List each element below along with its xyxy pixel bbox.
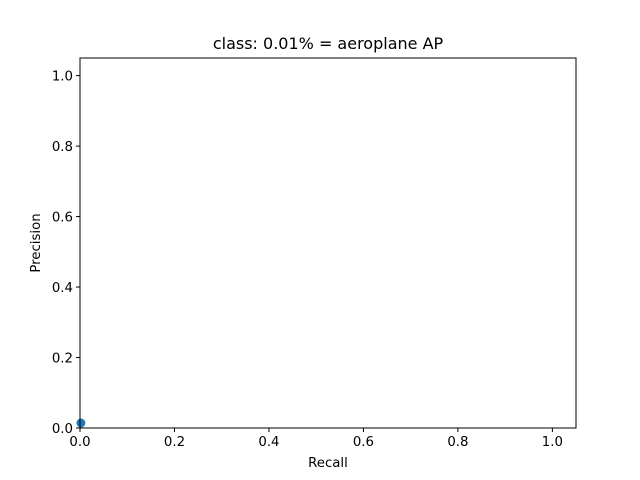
chart-title: class: 0.01% = aeroplane AP xyxy=(213,34,444,53)
x-axis-ticks: 0.0 0.2 0.4 0.6 0.8 1.0 xyxy=(69,428,563,450)
x-tick-label: 1.0 xyxy=(542,435,563,450)
y-axis-label: Precision xyxy=(29,213,44,272)
x-tick-label: 0.6 xyxy=(353,435,374,450)
plot-frame xyxy=(79,57,577,429)
y-tick-label: 0.6 xyxy=(52,211,73,226)
x-axis-label: Recall xyxy=(308,456,348,471)
pr-point xyxy=(76,418,86,428)
plot-background xyxy=(80,58,576,428)
y-tick-label: 0.4 xyxy=(52,281,73,296)
y-tick-label: 0.2 xyxy=(52,352,73,367)
x-tick-label: 0.0 xyxy=(69,435,90,450)
x-tick-label: 0.8 xyxy=(447,435,468,450)
x-tick-label: 0.4 xyxy=(258,435,279,450)
x-tick-label: 0.2 xyxy=(164,435,185,450)
y-tick-label: 0.8 xyxy=(52,140,73,155)
y-tick-label: 0.0 xyxy=(52,422,73,437)
y-tick-label: 1.0 xyxy=(52,70,73,85)
y-axis-ticks: 0.0 0.2 0.4 0.6 0.8 1.0 xyxy=(52,70,80,437)
